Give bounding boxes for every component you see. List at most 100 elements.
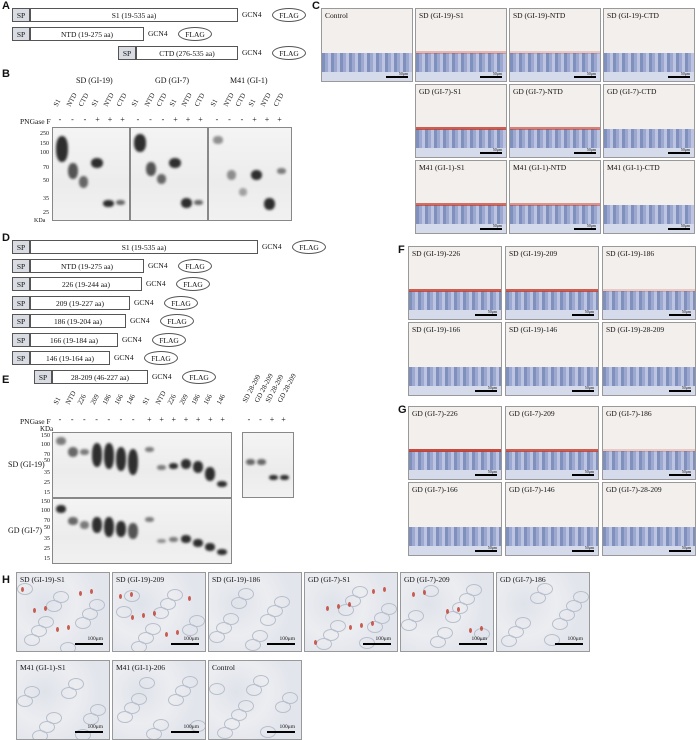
scale-bar [171,643,199,645]
domain-box: 226 (19-244 aa) [30,277,142,291]
scale-bar [572,314,594,316]
flag-tag: FLAG [178,27,212,41]
image-caption: M41 (GI-1)-S1 [419,163,465,172]
lane-label: 226 [76,392,89,406]
scale-bar [459,643,487,645]
image-caption: GD (GI-7)-166 [412,485,458,494]
domain-box: 209 (19-227 aa) [30,295,130,310]
pngase-sign: - [215,115,219,124]
scale-bar [668,152,690,154]
histology-image: GD (GI-7)-186 50μm [602,406,696,480]
panel-label-b: B [2,68,10,80]
mw-marker: 70 [44,518,50,524]
kidney-image: SD (GI-19)-209 100μm [112,572,206,652]
image-caption: GD (GI-7)-CTD [607,87,657,96]
domain-box: NTD (19-275 aa) [30,258,144,273]
scale-bar [555,643,583,645]
kidney-image: SD (GI-19)-S1 100μm [16,572,110,652]
pngase-sign: + [107,115,113,124]
image-caption: GD (GI-7)-146 [509,485,555,494]
image-caption: GD (GI-7)-NTD [513,87,563,96]
scale-bar-label: 50μm [584,545,594,550]
pngase-sign: + [252,115,257,124]
construct-a-ntd: SP NTD (19-275 aa) GCN4 FLAG [12,27,252,41]
scale-bar [574,76,596,78]
mw-marker: 15 [44,490,50,496]
histology-image: GD (GI-7)-209 50μm [505,406,599,480]
pngase-sign: - [58,415,62,424]
lane-label: CTD [192,91,207,108]
group-label-gd: GD (GI-7) [155,76,189,85]
scale-bar-label: 50μm [680,147,690,152]
pngase-sign: + [208,415,213,424]
kidney-image: GD (GI-7)-S1 100μm [304,572,398,652]
scale-bar [574,152,596,154]
lane-label: NTD [153,389,168,406]
flag-tag: FLAG [178,258,212,273]
domain-box: 28-209 (46-227 aa) [52,369,148,384]
lane-label: 209 [177,392,190,406]
histology-image: GD (GI-7)-166 50μm [408,482,502,556]
image-caption: SD (GI-19)-226 [412,249,461,258]
signal-peptide-box: SP [12,314,30,328]
scale-bar [267,731,295,733]
pngase-sign: + [183,415,189,424]
lane-label: NTD [221,91,236,108]
mw-marker: 25 [43,210,49,216]
image-caption: SD (GI-19)-186 [606,249,655,258]
blot-e-gd [52,498,232,564]
gcn4-label: GCN4 [242,48,262,57]
histology-image: GD (GI-7)-S1 50μm [415,84,507,158]
signal-peptide-box: SP [12,332,30,347]
scale-bar-label: 50μm [584,309,594,314]
lane-label: 146 [125,392,138,406]
scale-bar-label: 50μm [487,385,497,390]
blot-e-sd [52,432,232,498]
scale-bar [480,228,502,230]
gcn4-label: GCN4 [148,29,168,38]
pngase-sign: - [149,115,152,124]
kidney-image: GD (GI-7)-186 100μm [496,572,590,652]
scale-bar-label: 50μm [681,385,691,390]
scale-bar-label: 50μm [681,545,691,550]
pngase-sign: + [95,115,100,124]
image-caption: SD (GI-19)-209 [116,575,165,584]
scale-bar [75,731,103,733]
mw-marker: 25 [44,480,50,486]
lane-label: S1 [129,97,141,108]
scale-bar [668,76,690,78]
construct-a-s1: SP S1 (19-535 aa) GCN4 FLAG [12,8,312,22]
image-caption: GD (GI-7)-209 [404,575,450,584]
pngase-sign: + [120,115,125,124]
flag-tag: FLAG [160,314,194,328]
image-caption: GD (GI-7)-S1 [308,575,351,584]
pngase-sign: - [259,415,262,424]
flag-tag: FLAG [176,277,210,291]
pngase-sign: + [198,115,203,124]
lane-label: S1 [208,97,220,108]
kidney-image: M41 (GI-1)-S1 100μm [16,660,110,740]
scale-bar-label: 100μm [183,724,199,730]
pngase-sign: - [228,115,231,124]
image-caption: M41 (GI-1)-NTD [513,163,567,172]
domain-box: 186 (19-204 aa) [30,314,126,328]
flag-tag: FLAG [292,240,326,254]
construct-d-row: SP 209 (19-227 aa) GCN4 FLAG [12,295,312,310]
pngase-sign: + [185,115,191,124]
signal-peptide-box: SP [12,258,30,273]
histology-image: GD (GI-7)-NTD 50μm [509,84,601,158]
pngase-sign: - [58,115,62,124]
pngase-sign: - [83,115,87,124]
lane-label: S1 [89,97,100,108]
scale-bar-label: 100μm [567,636,583,642]
scale-bar [475,314,497,316]
kidney-image: SD (GI-19)-186 100μm [208,572,302,652]
flag-tag: FLAG [272,46,306,60]
gcn4-label: GCN4 [262,242,282,251]
construct-d-row: SP NTD (19-275 aa) GCN4 FLAG [12,258,312,273]
mw-marker: 100 [41,442,50,448]
lane-label: 186 [190,392,203,406]
construct-d-row: SP 226 (19-244 aa) GCN4 FLAG [12,277,312,291]
scale-bar-label: 100μm [279,724,295,730]
pngase-sign: + [195,415,201,424]
